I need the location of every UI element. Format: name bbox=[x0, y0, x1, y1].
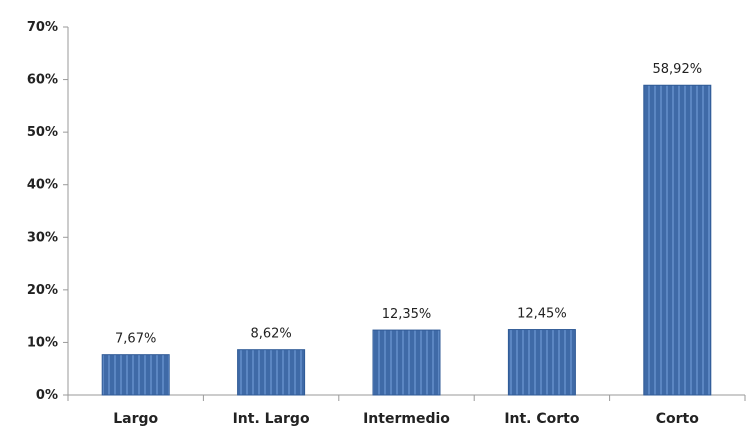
bar-corto bbox=[643, 84, 712, 396]
data-label: 12,45% bbox=[517, 307, 567, 322]
category-label: Corto bbox=[656, 411, 699, 427]
data-label: 7,67% bbox=[115, 332, 156, 347]
data-labels: 7,67% 8,62% 12,35% 12,45% 58,92% bbox=[115, 62, 702, 346]
category-label: Int. Corto bbox=[504, 411, 580, 427]
bar-int-largo bbox=[237, 349, 306, 396]
y-tick-label: 60% bbox=[27, 73, 58, 88]
data-label: 8,62% bbox=[250, 327, 291, 342]
y-axis: 0% 10% 20% 30% 40% 50% 60% 70% bbox=[27, 20, 69, 403]
y-tick-label: 10% bbox=[27, 335, 58, 350]
y-tick-label: 0% bbox=[36, 388, 58, 403]
bar-largo bbox=[101, 354, 170, 396]
x-axis: Largo Int. Largo Intermedio Int. Corto Corto bbox=[67, 394, 746, 427]
y-tick-label: 20% bbox=[27, 283, 58, 298]
category-label: Int. Largo bbox=[233, 411, 310, 427]
bars bbox=[101, 84, 712, 396]
bar-intermedio bbox=[372, 329, 441, 396]
data-label: 12,35% bbox=[382, 307, 432, 322]
bar-int-corto bbox=[507, 329, 576, 396]
category-label: Largo bbox=[113, 411, 158, 427]
y-tick-label: 70% bbox=[27, 20, 58, 35]
data-label: 58,92% bbox=[653, 62, 703, 77]
category-label: Intermedio bbox=[363, 411, 450, 427]
y-tick-label: 50% bbox=[27, 125, 58, 140]
y-tick-label: 30% bbox=[27, 230, 58, 245]
y-tick-label: 40% bbox=[27, 178, 58, 193]
